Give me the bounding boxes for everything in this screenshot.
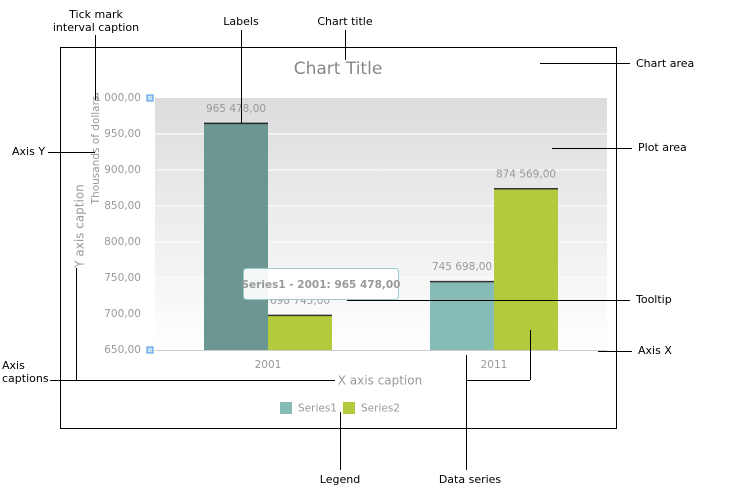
y-tick-label: 800,00 [104, 236, 141, 248]
legend-label: Series2 [361, 403, 400, 415]
data-label: 965 478,00 [206, 103, 266, 115]
handle [146, 346, 154, 354]
annotation: interval caption [53, 21, 139, 34]
legend-swatch [343, 402, 355, 414]
x-tick-label: 2001 [255, 359, 282, 371]
annotation: Chart area [636, 57, 694, 70]
tooltip-text: Series1 - 2001: 965 478,00 [242, 279, 401, 291]
annotation: captions [2, 372, 49, 385]
y-tick-label: 750,00 [104, 272, 141, 284]
chart-title: Chart Title [294, 59, 383, 79]
handle [146, 94, 154, 102]
annotation: Tooltip [635, 293, 672, 306]
y-axis-title: Y axis caption [73, 184, 87, 269]
bar [494, 188, 558, 350]
x-tick-label: 2011 [481, 359, 508, 371]
y-tick-label: 900,00 [104, 164, 141, 176]
legend-swatch [280, 402, 292, 414]
data-label: 874 569,00 [496, 168, 556, 180]
y-tick-label: 700,00 [104, 308, 141, 320]
annotation: Tick mark [68, 8, 123, 21]
annotation: Axis Y [12, 145, 45, 158]
annotation: Plot area [638, 141, 687, 154]
legend-label: Series1 [298, 403, 337, 415]
tooltip-box [243, 268, 399, 300]
annotation: Labels [223, 15, 259, 28]
annotation: Chart title [317, 15, 372, 28]
y-tick-label: 1 000,00 [94, 92, 141, 104]
annotation: Data series [439, 473, 502, 486]
bar [430, 281, 494, 350]
y-unit-label: Thousands of dollars [90, 96, 102, 206]
y-tick-label: 850,00 [104, 200, 141, 212]
y-tick-label: 650,00 [104, 344, 141, 356]
leader-lines [48, 30, 632, 470]
annotation: Legend [320, 473, 360, 486]
data-label: 745 698,00 [432, 261, 492, 273]
annotation: Axis [2, 359, 25, 372]
bar [268, 314, 332, 350]
y-tick-label: 950,00 [104, 128, 141, 140]
annotation: Axis X [638, 344, 672, 357]
x-axis-title: X axis caption [338, 374, 422, 388]
bar [204, 122, 268, 351]
